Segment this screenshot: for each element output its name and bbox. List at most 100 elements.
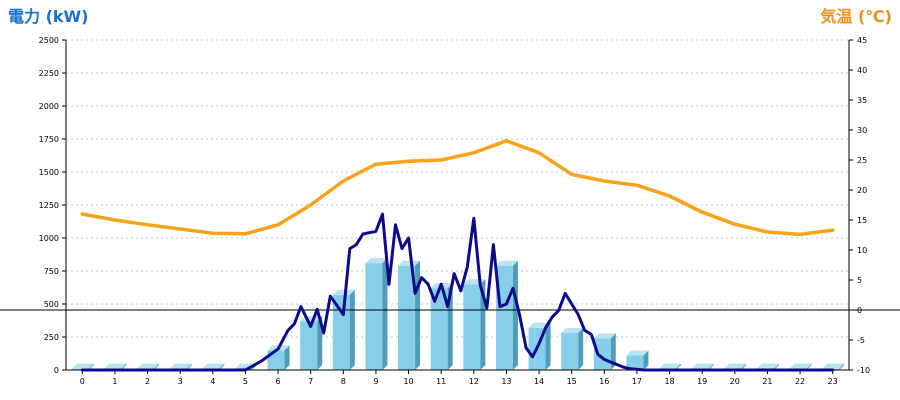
power-bars (71, 258, 845, 370)
x-tick-label: 22 (795, 377, 805, 386)
left-tick-label: 1250 (39, 201, 59, 210)
bar-front (561, 333, 579, 370)
bar-front (593, 338, 611, 370)
x-tick-label: 12 (469, 377, 479, 386)
bar-front (495, 265, 513, 370)
bar-side (806, 363, 812, 370)
tick-labels: 02505007501000125015001750200022502500-1… (39, 36, 870, 386)
left-tick-label: 2250 (39, 69, 59, 78)
bar (365, 258, 388, 370)
bar (528, 322, 551, 370)
series-lines (80, 139, 835, 372)
x-tick-label: 4 (210, 377, 215, 386)
bar-top (561, 328, 584, 334)
bar-top (202, 363, 225, 369)
x-tick-label: 15 (567, 377, 577, 386)
left-tick-label: 750 (44, 267, 59, 276)
x-tick-label: 2 (145, 377, 150, 386)
bar-top (365, 258, 388, 264)
left-axis-title: 電力 (kW) (8, 7, 89, 26)
bar-top (398, 260, 421, 266)
bar-top (691, 363, 714, 369)
bar-side (317, 316, 323, 370)
right-tick-label: 40 (857, 66, 867, 75)
left-tick-label: 1000 (39, 234, 59, 243)
bar-side (708, 363, 714, 370)
bar-side (545, 322, 551, 370)
right-axis-title: 気温 (℃) (820, 7, 892, 26)
left-tick-label: 2500 (39, 36, 59, 45)
right-tick-label: 45 (857, 36, 867, 45)
x-tick-label: 1 (112, 377, 117, 386)
bar (71, 363, 94, 370)
x-tick-label: 8 (341, 377, 346, 386)
bar-top (169, 363, 192, 369)
bar-side (415, 260, 421, 370)
x-tick-label: 16 (599, 377, 609, 386)
temperature-line (80, 139, 835, 237)
bar-front (430, 288, 448, 370)
bar-side (741, 363, 747, 370)
x-tick-label: 13 (501, 377, 511, 386)
bar-top (104, 363, 127, 369)
bar-front (398, 265, 416, 370)
bar-side (578, 328, 584, 370)
bar-side (382, 258, 388, 370)
bar-top (593, 333, 616, 339)
x-tick-label: 7 (308, 377, 313, 386)
x-tick-label: 6 (276, 377, 281, 386)
bar-front (365, 263, 383, 370)
x-tick-label: 5 (243, 377, 248, 386)
x-tick-label: 3 (178, 377, 183, 386)
bar-side (88, 363, 94, 370)
x-tick-label: 10 (403, 377, 413, 386)
bar-top (724, 363, 747, 369)
bar-side (839, 363, 845, 370)
left-tick-label: 1750 (39, 135, 59, 144)
bar-front (71, 368, 89, 370)
bar (495, 260, 518, 370)
x-tick-label: 23 (828, 377, 838, 386)
bar-top (659, 363, 682, 369)
right-tick-label: 25 (857, 156, 867, 165)
bar-side (219, 363, 225, 370)
bar-front (300, 321, 318, 370)
bar-side (154, 363, 160, 370)
right-tick-label: 5 (857, 276, 862, 285)
right-tick-label: 15 (857, 216, 867, 225)
x-tick-label: 21 (762, 377, 772, 386)
bar-front (332, 294, 350, 370)
bar-top (822, 363, 845, 369)
bar-side (610, 333, 616, 370)
x-tick-label: 9 (373, 377, 378, 386)
bar (398, 260, 421, 370)
left-tick-label: 250 (44, 333, 59, 342)
bar (430, 283, 453, 370)
right-tick-label: 20 (857, 186, 867, 195)
x-tick-label: 14 (534, 377, 544, 386)
right-tick-label: 0 (857, 306, 862, 315)
x-tick-label: 19 (697, 377, 707, 386)
right-tick-label: 30 (857, 126, 867, 135)
bar-side (643, 350, 649, 370)
bar (561, 328, 584, 370)
bar-side (186, 363, 192, 370)
right-tick-label: 10 (857, 246, 867, 255)
right-tick-label: 35 (857, 96, 867, 105)
bar-top (495, 260, 518, 266)
bar (593, 333, 616, 370)
bar-side (121, 363, 127, 370)
power-line (80, 212, 835, 372)
right-tick-label: -10 (857, 366, 870, 375)
bar-top (332, 289, 355, 295)
bar-top (626, 350, 649, 356)
left-tick-label: 2000 (39, 102, 59, 111)
x-tick-label: 17 (632, 377, 642, 386)
bar-front (626, 355, 644, 370)
bar-side (512, 260, 518, 370)
x-tick-label: 0 (80, 377, 85, 386)
left-tick-label: 0 (54, 366, 59, 375)
axes (0, 39, 900, 374)
x-tick-label: 18 (664, 377, 674, 386)
